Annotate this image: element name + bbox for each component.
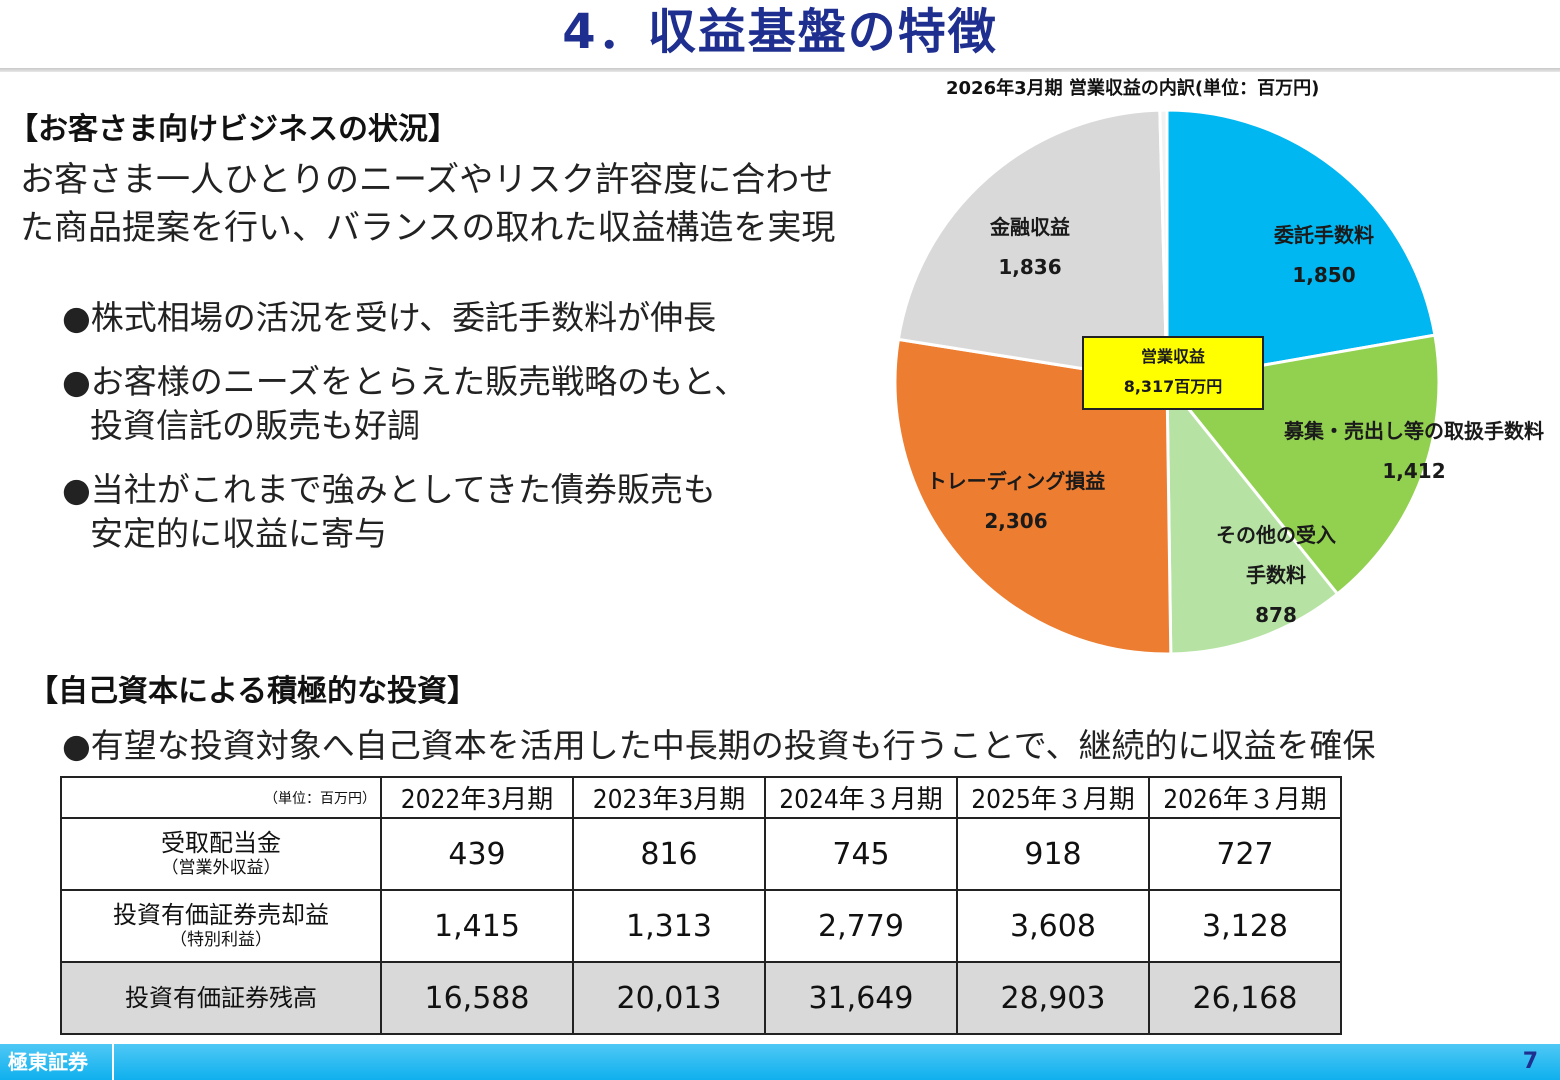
bullet-text-continued: 投資信託の販売も好調	[90, 406, 420, 445]
table-row: 受取配当金 （営業外収益） 439 816 745 918 727	[60, 817, 1342, 891]
bullet-item: ●株式相場の活況を受け、委託手数料が伸長	[62, 296, 882, 340]
slice-name-label: 金融収益	[989, 215, 1070, 239]
operating-revenue-callout: 営業収益 8,317百万円	[1082, 336, 1264, 410]
slice-value-label: 1,412	[1382, 459, 1445, 483]
bullet-text: ●当社がこれまで強みとしてきた債券販売も	[62, 470, 716, 509]
table-cell: 727	[1148, 817, 1342, 891]
table-cell: 439	[380, 817, 574, 891]
slide-title: 4．収益基盤の特徴	[562, 4, 998, 60]
table-cell: 745	[764, 817, 958, 891]
table-cell: 1,313	[572, 889, 766, 963]
table-cell: 16,588	[380, 961, 574, 1035]
bullet-text: ●お客様のニーズをとらえた販売戦略のもと、	[62, 362, 748, 401]
footer-bar: 極東証券 7	[0, 1044, 1560, 1080]
pie-slice	[893, 337, 1173, 656]
slice-name-label: 手数料	[1246, 563, 1306, 587]
table-row: 投資有価証券売却益 （特別利益） 1,415 1,313 2,779 3,608…	[60, 889, 1342, 963]
pie-chart-title: 2026年3月期 営業収益の内訳(単位：百万円)	[946, 78, 1320, 99]
row-sublabel: （特別利益）	[170, 930, 272, 950]
column-header: 2024年３月期	[764, 776, 958, 819]
column-header: 2026年３月期	[1148, 776, 1342, 819]
row-label: 受取配当金	[161, 829, 281, 857]
bullet-text: ●株式相場の活況を受け、委託手数料が伸長	[62, 298, 717, 337]
customer-business-heading: 【お客さま向けビジネスの状況】	[8, 112, 458, 147]
unit-note: （単位：百万円）	[60, 776, 382, 819]
page-number: 7	[1522, 1049, 1538, 1074]
slice-value-label: 2,306	[984, 509, 1047, 533]
table-row: 投資有価証券残高 16,588 20,013 31,649 28,903 26,…	[60, 961, 1342, 1035]
lead-line-1: お客さま一人ひとりのニーズやリスク許容度に合わせ	[20, 160, 834, 200]
table-cell: 3,608	[956, 889, 1150, 963]
column-header: 2023年3月期	[572, 776, 766, 819]
slice-name-label: その他の受入	[1216, 523, 1336, 547]
slice-name-label: トレーディング損益	[927, 469, 1106, 493]
bullet-text-continued: 安定的に収益に寄与	[90, 514, 387, 553]
table-cell: 20,013	[572, 961, 766, 1035]
bullet-item: ●当社がこれまで強みとしてきた債券販売も 安定的に収益に寄与	[62, 468, 882, 556]
table-cell: 2,779	[764, 889, 958, 963]
pie-slice	[896, 108, 1169, 384]
table-cell: 28,903	[956, 961, 1150, 1035]
title-divider	[0, 68, 1560, 72]
column-header: 2025年３月期	[956, 776, 1150, 819]
pie-slice	[1165, 108, 1437, 384]
pie-slice	[1158, 108, 1169, 383]
table-cell: 816	[572, 817, 766, 891]
lead-line-2: た商品提案を行い、バランスの取れた収益構造を実現	[20, 208, 836, 248]
customer-bullet-list: ●株式相場の活況を受け、委託手数料が伸長 ●お客様のニーズをとらえた販売戦略のも…	[62, 296, 882, 576]
slice-name-label: 募集・売出し等の取扱手数料	[1283, 419, 1544, 443]
column-header: 2022年3月期	[380, 776, 574, 819]
table-cell: 1,415	[380, 889, 574, 963]
callout-label: 営業収益	[1140, 347, 1205, 366]
slice-name-label: 委託手数料	[1273, 223, 1374, 247]
row-label: 投資有価証券売却益	[113, 901, 329, 929]
investment-bullet: ●有望な投資対象へ自己資本を活用した中長期の投資も行うことで、継続的に収益を確保	[62, 726, 1376, 765]
investment-heading: 【自己資本による積極的な投資】	[28, 674, 478, 709]
row-sublabel: （営業外収益）	[161, 858, 281, 878]
table-cell: 31,649	[764, 961, 958, 1035]
row-label: 投資有価証券残高	[125, 984, 317, 1012]
callout-value: 8,317百万円	[1123, 377, 1223, 396]
slice-value-label: 1,850	[1292, 263, 1355, 287]
row-header: 投資有価証券残高	[60, 961, 382, 1035]
slice-value-label: 878	[1255, 603, 1297, 627]
row-header: 投資有価証券売却益 （特別利益）	[60, 889, 382, 963]
row-header: 受取配当金 （営業外収益）	[60, 817, 382, 891]
company-logo: 極東証券	[0, 1044, 114, 1080]
table-cell: 3,128	[1148, 889, 1342, 963]
bullet-item: ●お客様のニーズをとらえた販売戦略のもと、 投資信託の販売も好調	[62, 360, 882, 448]
table-cell: 26,168	[1148, 961, 1342, 1035]
investment-table: （単位：百万円） 2022年3月期 2023年3月期 2024年３月期 2025…	[60, 776, 1342, 1035]
customer-lead-text: お客さま一人ひとりのニーズやリスク許容度に合わせ た商品提案を行い、バランスの取…	[20, 156, 900, 252]
pie-slice	[1165, 377, 1340, 656]
table-cell: 918	[956, 817, 1150, 891]
table-header-row: （単位：百万円） 2022年3月期 2023年3月期 2024年３月期 2025…	[60, 776, 1342, 819]
slice-value-label: 1,836	[998, 255, 1061, 279]
